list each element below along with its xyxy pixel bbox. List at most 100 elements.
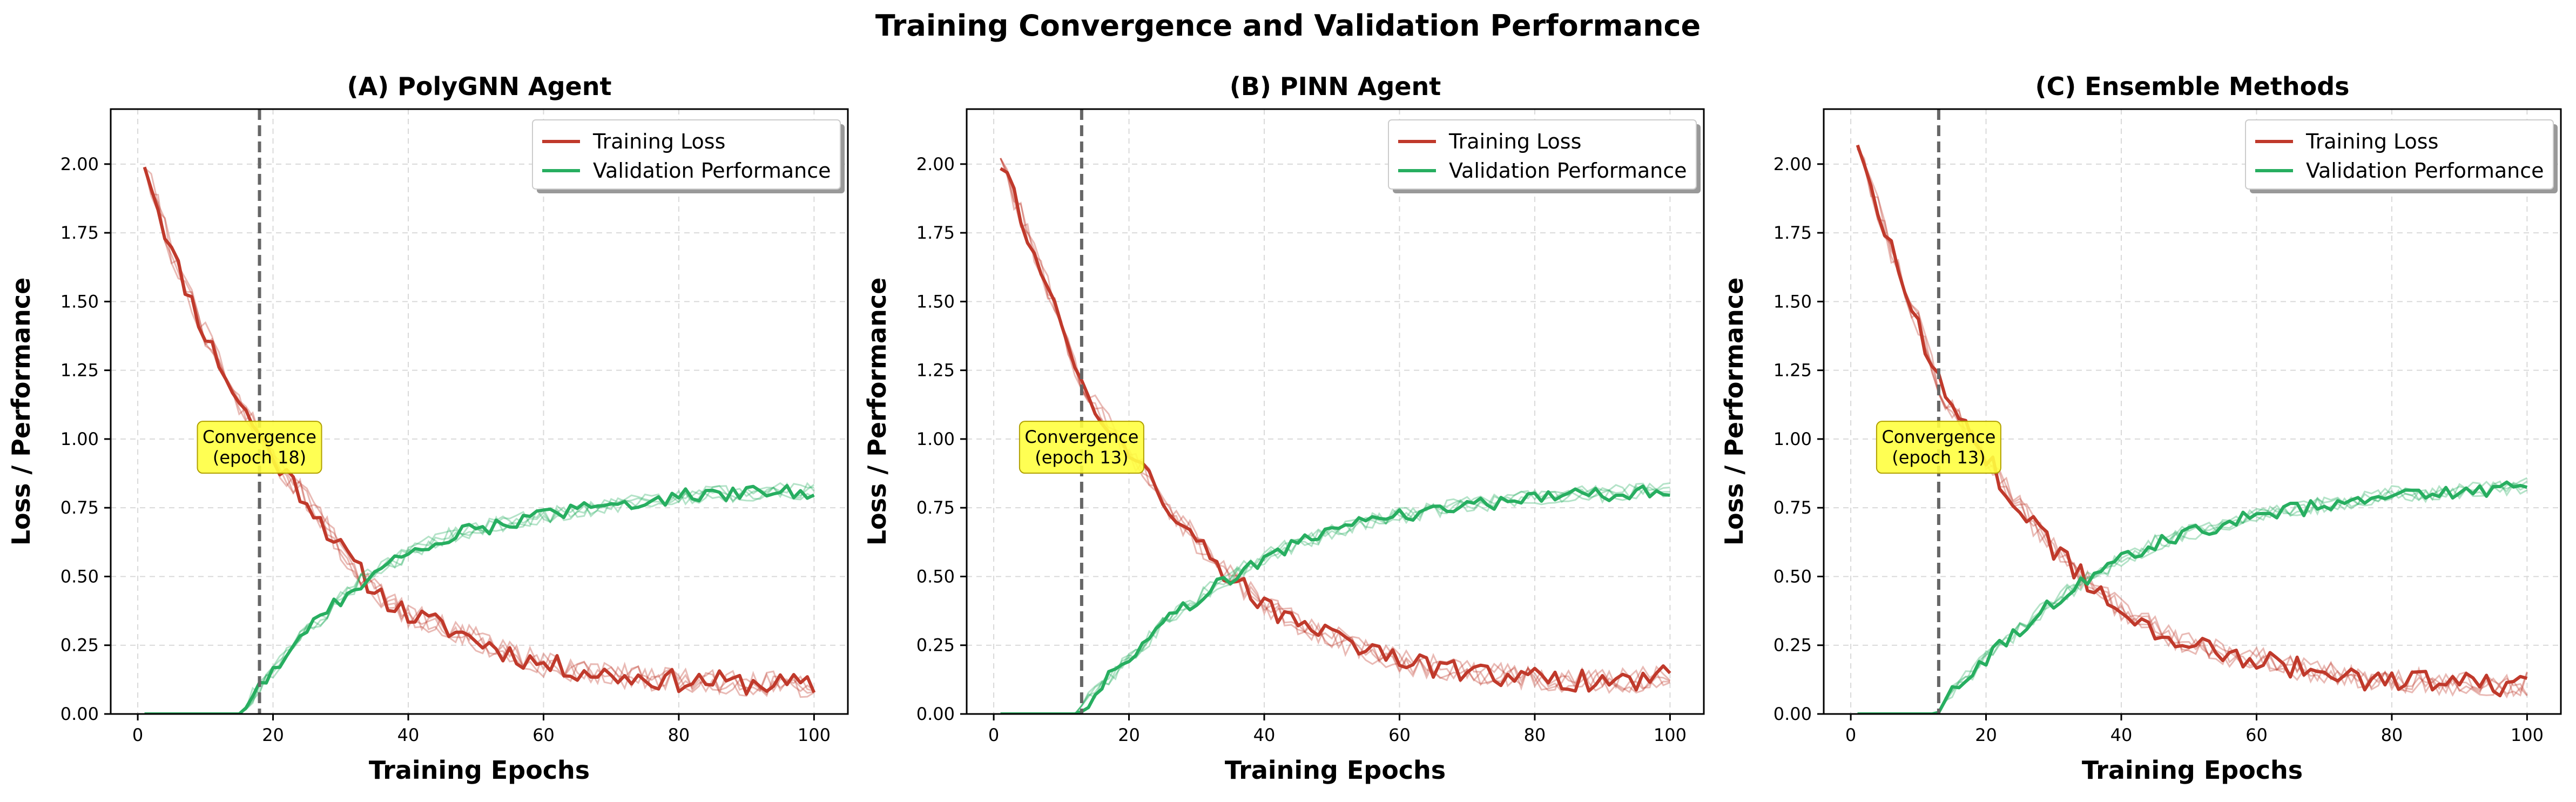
y-tick-label: 1.00: [1773, 429, 1812, 449]
series-run-line: [1857, 480, 2528, 714]
y-tick-label: 0.50: [916, 566, 955, 587]
y-tick-label: 0.75: [1773, 497, 1812, 518]
x-axis-label: Training Epochs: [369, 756, 590, 785]
legend: Training Loss Validation Performance: [2245, 119, 2558, 193]
validation-performance-line: [1000, 484, 1670, 714]
y-tick-label: 1.00: [60, 429, 99, 449]
legend-box: [1388, 119, 1697, 190]
axes-frame: [966, 108, 1705, 715]
convergence-annotation: Convergence(epoch 13): [1876, 421, 2001, 474]
annotation-line-2: (epoch 18): [213, 447, 306, 468]
x-tick-label: 80: [668, 725, 690, 745]
convergence-annotation: Convergence(epoch 18): [197, 421, 322, 474]
y-tick-label: 1.00: [916, 429, 955, 449]
legend-box: [532, 119, 841, 190]
x-tick-label: 100: [1654, 725, 1687, 745]
figure-title: Training Convergence and Validation Perf…: [875, 9, 1701, 43]
y-tick-label: 0.25: [60, 635, 99, 656]
panel-title: (B) PINN Agent: [1230, 72, 1441, 101]
y-tick-label: 1.75: [1773, 223, 1812, 243]
x-tick-label: 80: [1524, 725, 1546, 745]
annotation-box: [1019, 421, 1144, 474]
y-tick-label: 0.75: [60, 497, 99, 518]
x-tick-label: 20: [1975, 725, 1997, 745]
y-tick-label: 1.25: [60, 360, 99, 381]
x-tick-label: 40: [1253, 725, 1276, 745]
axes-frame: [1823, 108, 2562, 715]
validation-performance-line: [144, 484, 815, 714]
y-tick-label: 1.50: [1773, 291, 1812, 312]
series-run-line: [1857, 481, 2528, 714]
x-axis-label: Training Epochs: [2082, 756, 2303, 785]
legend-box: [2245, 119, 2554, 190]
y-tick-label: 0.25: [1773, 635, 1812, 656]
grid: [967, 109, 1704, 715]
grid: [1824, 109, 2561, 715]
y-tick-label: 1.75: [60, 223, 99, 243]
series-run-line: [144, 482, 815, 714]
series-run-line: [1857, 477, 2528, 714]
y-axis-label: Loss / Performance: [862, 278, 892, 546]
y-tick-label: 0.50: [1773, 566, 1812, 587]
y-axis-label: Loss / Performance: [1719, 278, 1749, 546]
x-tick-label: 60: [532, 725, 555, 745]
y-tick-label: 1.75: [916, 223, 955, 243]
y-tick-label: 2.00: [60, 154, 99, 174]
legend-label: Validation Performance: [2306, 159, 2544, 183]
x-tick-label: 40: [397, 725, 420, 745]
y-axis-label: Loss / Performance: [6, 278, 36, 546]
x-tick-label: 0: [132, 725, 143, 745]
x-tick-label: 60: [2245, 725, 2268, 745]
x-axis-label: Training Epochs: [1225, 756, 1446, 785]
y-tick-label: 1.50: [60, 291, 99, 312]
legend-label: Training Loss: [592, 130, 725, 153]
panel-title: (C) Ensemble Methods: [2035, 72, 2349, 101]
legend-label: Training Loss: [2305, 130, 2438, 153]
chart-panel-2: 0 20 40 60 80 100 0.00 0.25 0.50 0.75 1.00 1.25 1.50…: [862, 72, 1705, 785]
y-tick-label: 0.00: [916, 704, 955, 724]
validation-performance-line: [1857, 480, 2528, 714]
y-tick-label: 2.00: [916, 154, 955, 174]
x-tick-label: 60: [1388, 725, 1411, 745]
y-tick-label: 0.00: [1773, 704, 1812, 724]
legend: Training Loss Validation Performance: [1388, 119, 1701, 193]
annotation-line-1: Convergence: [1882, 427, 1995, 447]
y-tick-label: 1.25: [916, 360, 955, 381]
x-tick-label: 0: [988, 725, 999, 745]
y-tick-label: 1.50: [916, 291, 955, 312]
annotation-box: [197, 421, 322, 474]
convergence-annotation: Convergence(epoch 13): [1019, 421, 1144, 474]
x-tick-label: 20: [262, 725, 284, 745]
series-run-line: [1857, 482, 2528, 714]
chart-panel-3: 0 20 40 60 80 100 0.00 0.25 0.50 0.75 1.00 1.25 1.50…: [1719, 72, 2562, 785]
annotation-line-1: Convergence: [203, 427, 316, 447]
annotation-line-1: Convergence: [1024, 427, 1138, 447]
legend-label: Training Loss: [1448, 130, 1581, 153]
annotation-line-2: (epoch 13): [1892, 447, 1985, 468]
annotation-line-2: (epoch 13): [1035, 447, 1128, 468]
y-tick-label: 1.25: [1773, 360, 1812, 381]
series-run-line: [1000, 483, 1670, 714]
panel-title: (A) PolyGNN Agent: [347, 72, 612, 101]
x-tick-label: 40: [2110, 725, 2133, 745]
legend-label: Validation Performance: [1449, 159, 1687, 183]
series-run-line: [1000, 482, 1670, 714]
legend-label: Validation Performance: [593, 159, 831, 183]
chart-panel-1: 0 20 40 60 80 100 0.00 0.25 0.50 0.75 1.00 1.25 1.50…: [6, 72, 849, 785]
x-tick-label: 0: [1845, 725, 1856, 745]
y-tick-label: 2.00: [1773, 154, 1812, 174]
x-tick-label: 100: [2511, 725, 2544, 745]
series-run-line: [1000, 484, 1670, 714]
axes-frame: [110, 108, 849, 715]
series-run-line: [144, 482, 815, 714]
y-tick-label: 0.25: [916, 635, 955, 656]
y-tick-label: 0.75: [916, 497, 955, 518]
legend: Training Loss Validation Performance: [532, 119, 845, 193]
panels: 0 20 40 60 80 100 0.00 0.25 0.50 0.75 1.00 1.25 1.50…: [6, 72, 2562, 785]
x-tick-label: 80: [2381, 725, 2403, 745]
grid: [111, 109, 848, 715]
annotation-box: [1876, 421, 2001, 474]
y-tick-label: 0.50: [60, 566, 99, 587]
y-tick-label: 0.00: [60, 704, 99, 724]
